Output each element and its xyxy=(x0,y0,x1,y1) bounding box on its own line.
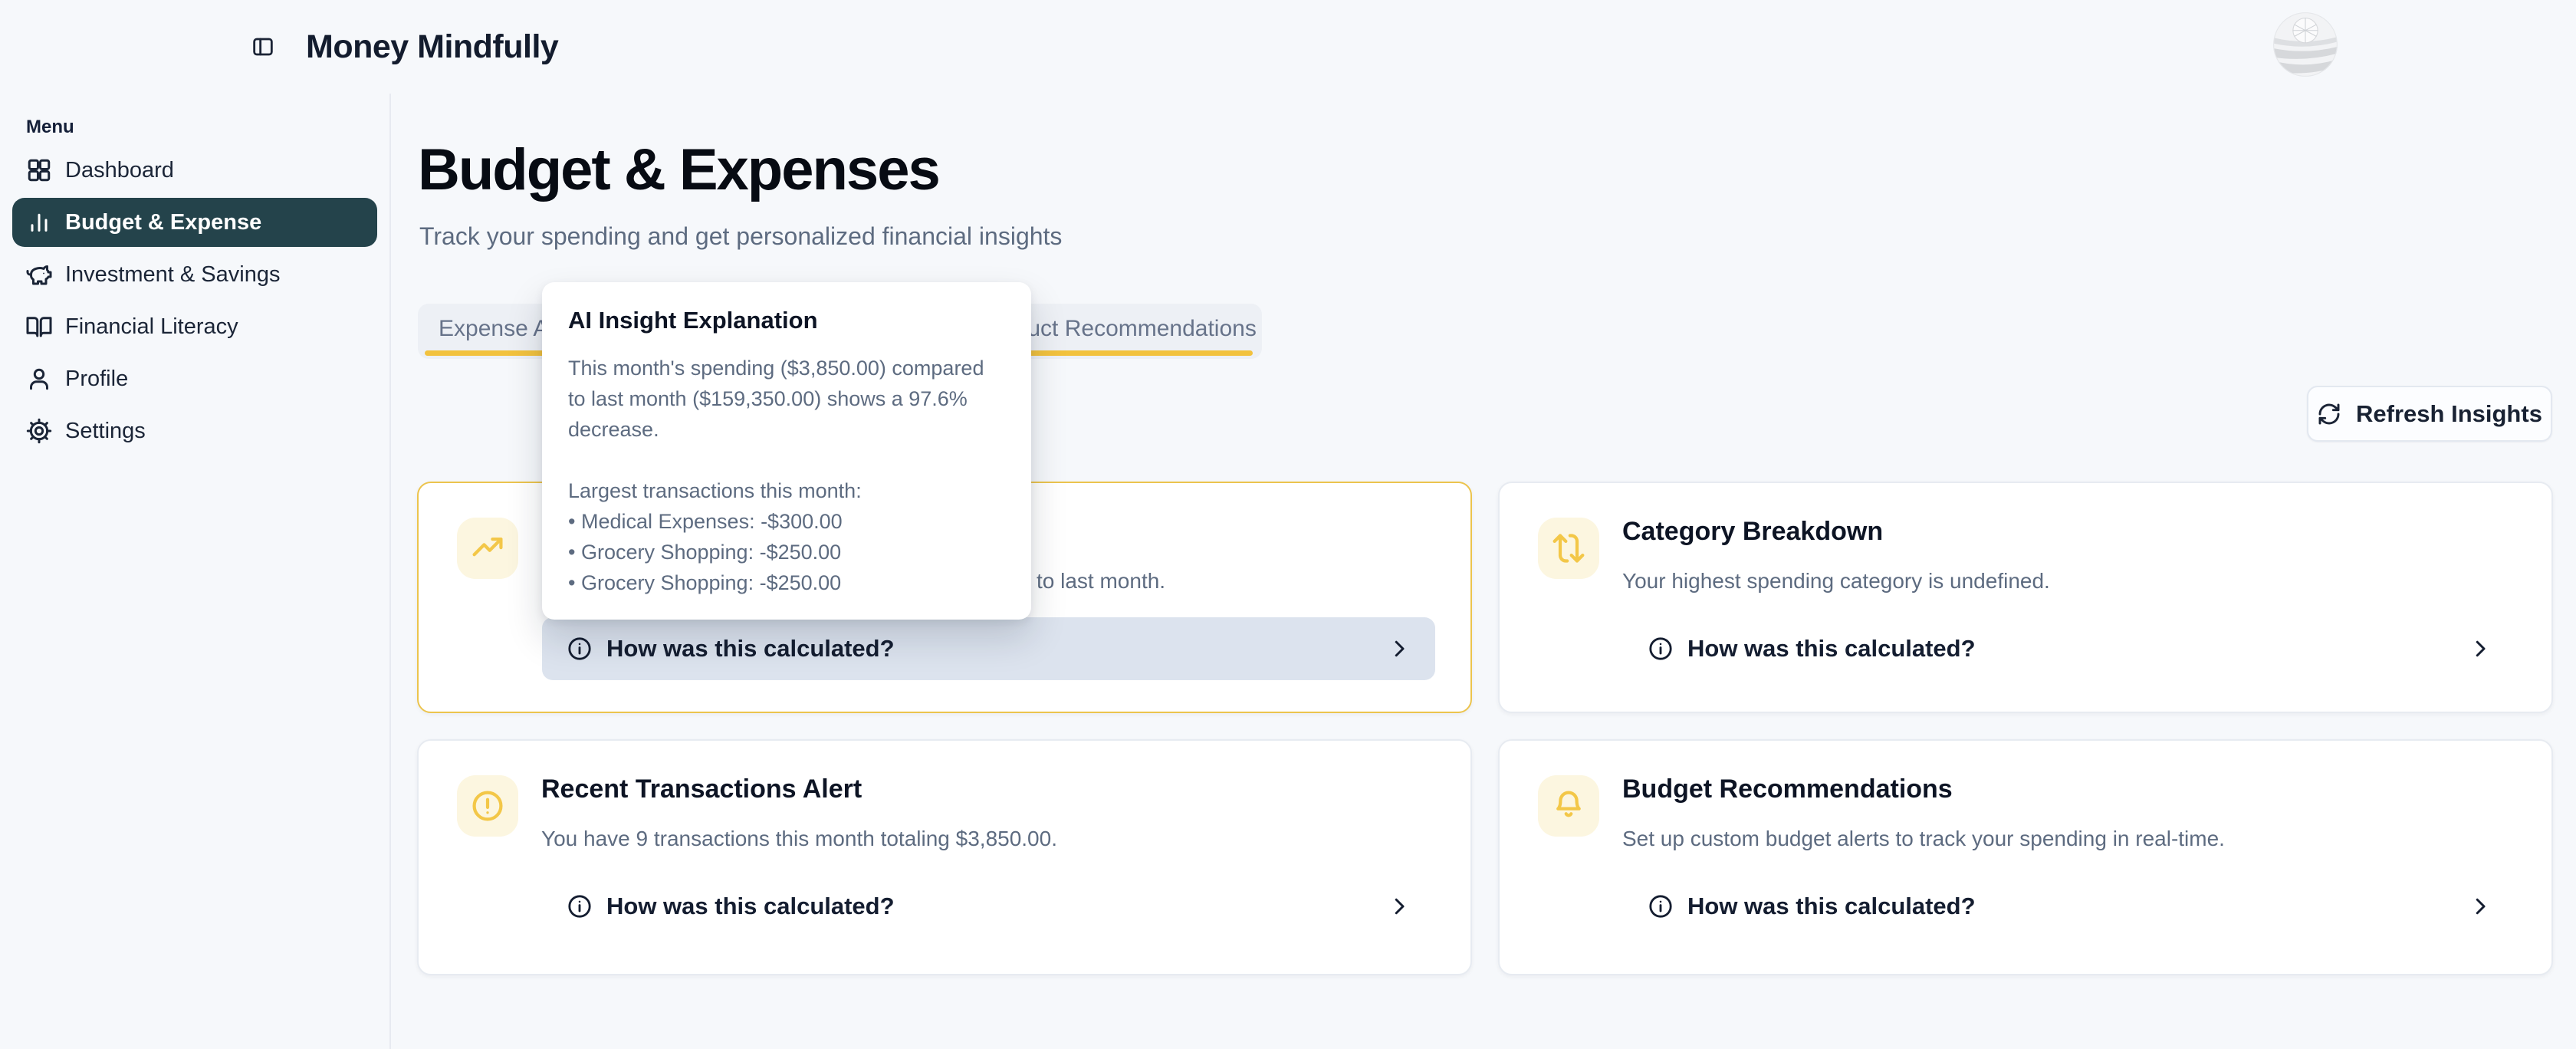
how-calculated-link[interactable]: How was this calculated? xyxy=(1623,875,2516,938)
card-body: Set up custom budget alerts to track you… xyxy=(1622,827,2225,850)
info-icon xyxy=(1648,893,1674,919)
page-title: Budget & Expenses xyxy=(418,137,941,202)
card-body-fragment: to last month. xyxy=(1037,569,1166,593)
card-title: Category Breakdown xyxy=(1622,517,1884,546)
card-title: Recent Transactions Alert xyxy=(541,774,863,804)
popover-title: AI Insight Explanation xyxy=(568,307,818,334)
how-calculated-label: How was this calculated? xyxy=(1687,893,1976,919)
bell-icon xyxy=(1538,775,1599,837)
refresh-icon xyxy=(2317,402,2341,426)
popover-text-line: decrease. xyxy=(568,418,659,441)
card-recent-transactions-alert: Recent Transactions Alert You have 9 tra… xyxy=(417,739,1472,975)
sidebar-item-budget-expense[interactable]: Budget & Expense xyxy=(12,198,377,247)
chevron-right-icon xyxy=(2469,637,2492,660)
refresh-insights-button[interactable]: Refresh Insights xyxy=(2307,386,2552,442)
refresh-insights-label: Refresh Insights xyxy=(2356,400,2542,427)
ai-insight-popover: AI Insight Explanation This month's spen… xyxy=(542,282,1031,620)
sidebar-item-financial-literacy[interactable]: Financial Literacy xyxy=(12,302,377,351)
chevron-right-icon xyxy=(1388,895,1411,918)
trending-up-icon xyxy=(457,518,518,579)
popover-list-heading: Largest transactions this month: xyxy=(568,479,862,502)
bar-chart-icon xyxy=(25,209,53,236)
how-calculated-label: How was this calculated? xyxy=(606,635,895,662)
how-calculated-label: How was this calculated? xyxy=(1687,635,1976,662)
how-calculated-link[interactable]: How was this calculated? xyxy=(542,617,1435,680)
repeat-icon xyxy=(1538,518,1599,579)
app-header: Money Mindfully xyxy=(0,0,2576,94)
popover-text-line: to last month ($159,350.00) shows a 97.6… xyxy=(568,387,968,410)
card-body: Your highest spending category is undefi… xyxy=(1622,569,2050,593)
sidebar-item-profile[interactable]: Profile xyxy=(12,354,377,403)
sidebar-item-label: Settings xyxy=(65,418,146,443)
how-calculated-link[interactable]: How was this calculated? xyxy=(1623,617,2516,680)
dashboard-grid-icon xyxy=(25,156,53,184)
popover-list-item: • Grocery Shopping: -$250.00 xyxy=(568,541,842,564)
info-icon xyxy=(567,893,593,919)
chevron-right-icon xyxy=(2469,895,2492,918)
card-budget-recommendations: Budget Recommendations Set up custom bud… xyxy=(1498,739,2553,975)
gear-icon xyxy=(25,417,53,445)
popover-spacer xyxy=(565,445,1008,475)
sidebar-item-label: Dashboard xyxy=(65,157,174,183)
avatar[interactable] xyxy=(2272,12,2338,77)
sidebar-menu-label: Menu xyxy=(26,117,74,137)
sidebar-toggle-button[interactable] xyxy=(242,26,284,67)
sidebar-item-investment-savings[interactable]: Investment & Savings xyxy=(12,250,377,299)
card-body: You have 9 transactions this month total… xyxy=(541,827,1057,850)
alert-circle-icon xyxy=(457,775,518,837)
sidebar-item-dashboard[interactable]: Dashboard xyxy=(12,146,377,195)
piggy-bank-icon xyxy=(25,261,53,288)
popover-list-item: • Medical Expenses: -$300.00 xyxy=(568,510,843,533)
card-title: Budget Recommendations xyxy=(1622,774,1953,804)
card-category-breakdown: Category Breakdown Your highest spending… xyxy=(1498,482,2553,713)
sidebar-item-label: Profile xyxy=(65,366,129,391)
sidebar-nav: Dashboard Budget & Expense Investment & … xyxy=(0,146,389,455)
user-icon xyxy=(25,365,53,393)
popover-list-item: • Grocery Shopping: -$250.00 xyxy=(568,571,842,594)
info-icon xyxy=(567,636,593,662)
avatar-photo xyxy=(2273,12,2338,77)
sidebar-item-label: Financial Literacy xyxy=(65,314,238,339)
chevron-right-icon xyxy=(1388,637,1411,660)
info-icon xyxy=(1648,636,1674,662)
sidebar-item-label: Budget & Expense xyxy=(65,209,262,235)
page-subtitle: Track your spending and get personalized… xyxy=(419,222,1063,250)
app-title: Money Mindfully xyxy=(306,28,559,65)
how-calculated-link[interactable]: How was this calculated? xyxy=(542,875,1435,938)
sidebar: Menu Dashboard Budget & Expense Investme… xyxy=(0,94,391,1049)
sidebar-item-settings[interactable]: Settings xyxy=(12,406,377,455)
panel-left-icon xyxy=(251,35,275,59)
sidebar-item-label: Investment & Savings xyxy=(65,261,281,287)
how-calculated-label: How was this calculated? xyxy=(606,893,895,919)
book-open-icon xyxy=(25,313,53,340)
popover-text-line: This month's spending ($3,850.00) compar… xyxy=(568,357,984,380)
